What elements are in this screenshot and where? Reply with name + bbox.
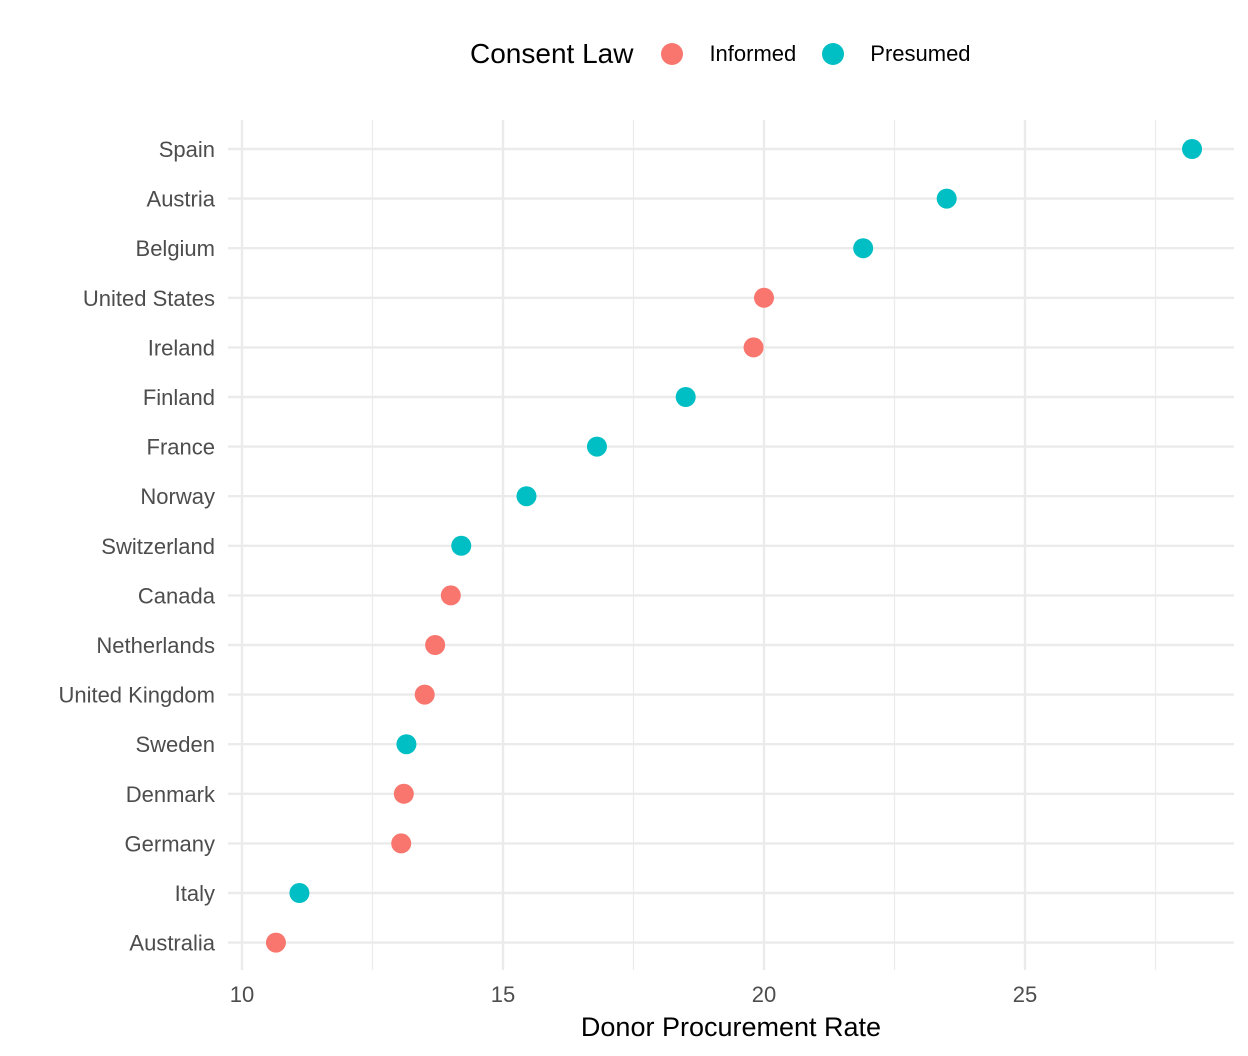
y-tick-label: Denmark xyxy=(126,782,216,807)
legend-key-informed xyxy=(661,43,684,65)
y-tick-label: Austria xyxy=(147,187,216,212)
data-point-presumed xyxy=(451,535,472,556)
data-point-presumed xyxy=(675,387,696,407)
data-point-presumed xyxy=(1182,139,1203,159)
x-tick-label: 20 xyxy=(752,982,776,1007)
y-tick-label: United Kingdom xyxy=(58,683,215,708)
y-tick-label: Australia xyxy=(129,931,215,956)
y-tick-label: France xyxy=(147,435,215,460)
data-point-presumed xyxy=(936,188,957,209)
x-axis-title: Donor Procurement Rate xyxy=(581,1012,881,1042)
y-tick-label: United States xyxy=(83,286,215,311)
data-point-informed xyxy=(414,684,435,705)
x-tick-label: 15 xyxy=(491,982,515,1007)
data-point-informed xyxy=(754,287,774,308)
data-point-informed xyxy=(743,337,764,358)
y-tick-label: Netherlands xyxy=(96,633,215,658)
x-tick-label: 10 xyxy=(230,982,254,1007)
data-point-informed xyxy=(393,783,414,804)
data-point-informed xyxy=(425,635,446,655)
data-point-informed xyxy=(391,833,412,854)
legend: Consent Law Informed Presumed xyxy=(470,34,997,74)
legend-title: Consent Law xyxy=(470,38,634,69)
y-tick-label: Norway xyxy=(140,484,215,509)
legend-label-informed: Informed xyxy=(709,41,797,66)
data-points xyxy=(265,139,1203,953)
data-point-informed xyxy=(440,585,461,606)
y-tick-label: Canada xyxy=(138,583,216,608)
y-tick-label: Italy xyxy=(175,881,215,906)
y-tick-label: Belgium xyxy=(136,236,215,261)
x-axis-labels: 10 15 20 25 xyxy=(230,982,1037,1007)
y-tick-label: Finland xyxy=(143,385,215,410)
data-point-presumed xyxy=(289,883,310,903)
legend-key-presumed xyxy=(822,43,845,65)
y-tick-label: Spain xyxy=(159,137,215,162)
data-point-presumed xyxy=(516,486,537,507)
legend-label-presumed: Presumed xyxy=(870,41,971,66)
data-point-presumed xyxy=(853,238,874,259)
y-tick-label: Switzerland xyxy=(101,534,215,559)
data-point-presumed xyxy=(396,734,417,755)
y-axis-labels: Spain Austria Belgium United States Ireland F… xyxy=(58,137,216,956)
legend-item-informed: Informed xyxy=(661,41,796,67)
y-tick-label: Sweden xyxy=(135,732,215,757)
gridlines xyxy=(228,120,1234,970)
legend-item-presumed: Presumed xyxy=(822,41,971,67)
x-tick-label: 25 xyxy=(1013,982,1037,1007)
y-tick-label: Ireland xyxy=(148,335,215,360)
data-point-presumed xyxy=(586,436,607,457)
data-point-informed xyxy=(265,932,286,953)
y-tick-label: Germany xyxy=(125,831,215,856)
